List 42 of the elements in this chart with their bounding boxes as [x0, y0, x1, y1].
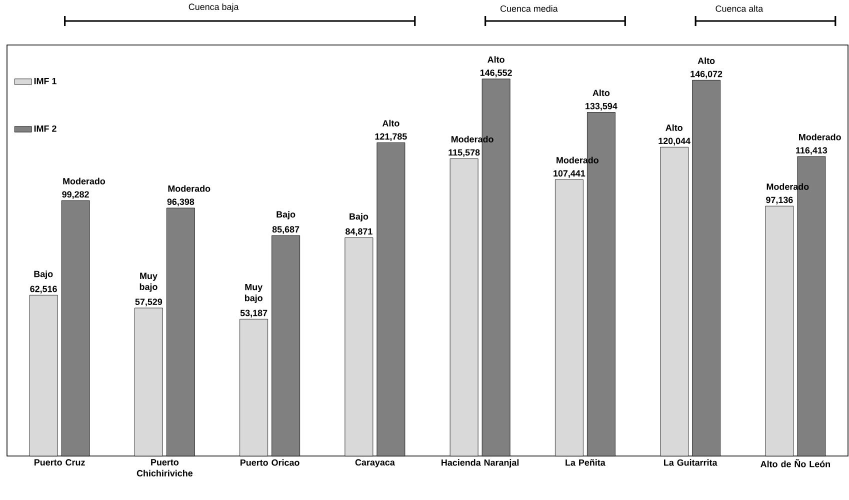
data-label: 62,516	[30, 286, 57, 294]
annotation: Moderado	[799, 134, 841, 140]
x-tick-label: Alto de Ño León	[760, 459, 830, 468]
annotation: Moderado	[63, 178, 106, 184]
data-label: 99,282	[62, 191, 89, 199]
annotation: Bajo	[34, 270, 53, 279]
annotation: Alto	[592, 89, 610, 96]
data-label: 57,529	[135, 298, 162, 306]
annotation: Alto	[382, 120, 400, 126]
annotation: Alto	[698, 57, 715, 64]
data-label: 107,441	[554, 170, 586, 178]
annotation: Bajo	[276, 210, 296, 220]
data-label: 121,785	[375, 133, 407, 141]
annotation: Bajo	[350, 213, 368, 222]
x-tick-label: La Guitarrita	[664, 459, 718, 466]
data-label: 146,072	[690, 70, 722, 78]
x-tick-label: Puerto Chichiriviche	[136, 459, 193, 476]
data-label: 133,594	[586, 102, 618, 111]
text: Cuenca media	[500, 5, 558, 12]
annotation: Alto	[666, 124, 682, 131]
legend-label: IMF 1	[34, 78, 56, 84]
data-label: 116,413	[796, 147, 828, 155]
x-tick-label: Puerto Oricao	[240, 459, 300, 466]
data-label: 97,136	[766, 196, 793, 204]
x-tick-label: Puerto Cruz	[34, 459, 85, 466]
data-label: 146,552	[480, 70, 512, 78]
data-label: 53,187	[240, 310, 268, 318]
x-tick-label: La Peñita	[566, 459, 606, 466]
x-tick-label: Hacienda Naranjal	[442, 459, 519, 468]
data-label: 115,578	[448, 149, 480, 157]
text: Cuenca baja	[188, 3, 239, 12]
annotation: Muy bajo	[244, 284, 263, 303]
data-label: 85,687	[272, 226, 300, 234]
x-tick-label: Carayaca	[355, 459, 395, 468]
annotation: Alto	[488, 56, 504, 63]
legend-label: IMF 2	[34, 125, 56, 132]
data-label: 120,044	[658, 138, 690, 146]
annotation: Moderado	[168, 185, 210, 192]
text: Cuenca alta	[716, 5, 764, 12]
data-label: 84,871	[346, 228, 372, 236]
annotation: Muy bajo	[140, 272, 158, 292]
data-label: 96,398	[167, 198, 194, 206]
